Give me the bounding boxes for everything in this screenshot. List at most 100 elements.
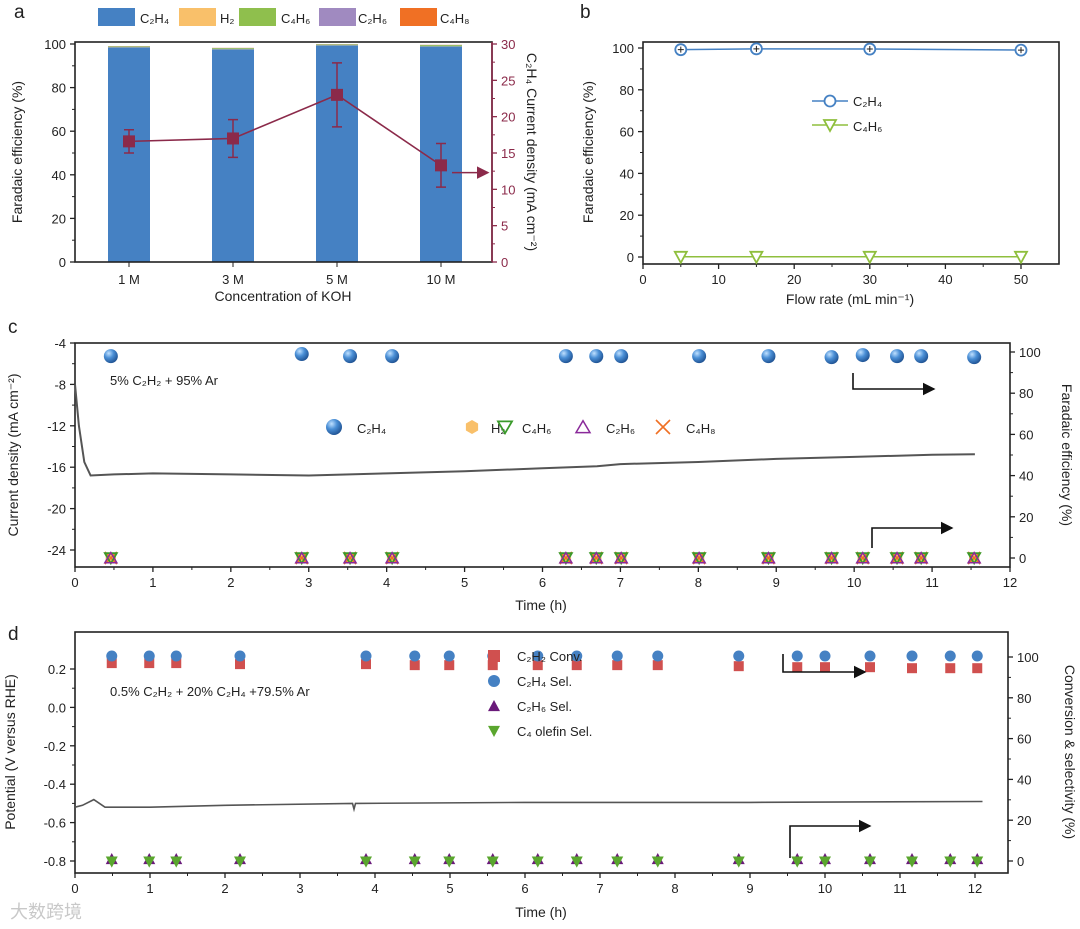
c4h6-point bbox=[748, 250, 764, 265]
c2h4-fe-point bbox=[294, 347, 309, 362]
c2h4-selectivity-point bbox=[360, 650, 372, 662]
c4-olefin-selectivity-point bbox=[570, 856, 583, 868]
y2-axis-label: Faradaic efficiency (%) bbox=[1059, 384, 1075, 526]
x-axis-label: Time (h) bbox=[515, 904, 567, 920]
legend-marker-sphere bbox=[326, 419, 342, 435]
x-tick-label: 1 bbox=[146, 881, 153, 896]
arrow-to-right-axis bbox=[782, 654, 867, 679]
x-tick-label: 0 bbox=[71, 575, 78, 590]
x-tick-label: 6 bbox=[521, 881, 528, 896]
legend-marker bbox=[822, 119, 838, 133]
legend-marker-tdo bbox=[496, 420, 514, 436]
y-tick-label: 20 bbox=[1017, 813, 1031, 828]
legend-swatch-c4h6 bbox=[239, 8, 276, 26]
legend-marker-circle bbox=[488, 675, 500, 687]
fe-point-tupo bbox=[558, 551, 574, 564]
y-tick-label: 20 bbox=[620, 208, 634, 223]
c2h2-conversion-point bbox=[171, 658, 182, 669]
c2h4-fe-point bbox=[692, 349, 707, 364]
c2h4-selectivity-point bbox=[971, 650, 983, 662]
c2h4-fe-point bbox=[914, 349, 929, 364]
legend-swatch-c2h4 bbox=[98, 8, 135, 26]
y-tick-label: 20 bbox=[501, 110, 515, 125]
error-bar bbox=[866, 46, 873, 53]
c4-olefin-selectivity-point bbox=[611, 856, 624, 868]
x-tick-label: 8 bbox=[695, 575, 702, 590]
y-tick-label: 100 bbox=[1019, 345, 1041, 360]
c2h4-selectivity-point bbox=[571, 650, 583, 662]
y-tick-label: 60 bbox=[1017, 732, 1031, 747]
c4-olefin-selectivity-point bbox=[944, 856, 957, 868]
arrow-to-right-axis bbox=[871, 521, 954, 548]
y-tick-label: 80 bbox=[620, 83, 634, 98]
fe-point-tupo bbox=[824, 551, 839, 564]
c2h2-conversion-point bbox=[652, 660, 663, 671]
c2h2-conversion-point bbox=[907, 663, 917, 674]
bar-segment-c4h6 bbox=[316, 44, 358, 46]
c4-olefin-selectivity-point bbox=[732, 856, 745, 868]
plot-frame-d bbox=[74, 631, 1009, 874]
x-tick-label: 4 bbox=[371, 881, 378, 896]
legend-swatch-c4h8 bbox=[400, 8, 437, 26]
current-density-trace bbox=[74, 384, 975, 477]
x-tick-label: 11 bbox=[925, 575, 939, 590]
fe-point-tupo bbox=[691, 551, 707, 564]
x-tick-label: 3 bbox=[296, 881, 303, 896]
c2h4-fe-point bbox=[343, 349, 358, 364]
y-tick-label: 0 bbox=[1017, 854, 1024, 869]
y-tick-label: 40 bbox=[52, 168, 66, 183]
fe-point-tupo bbox=[342, 551, 358, 564]
y-tick-label: 100 bbox=[612, 41, 634, 56]
y-tick-label: -0.8 bbox=[44, 854, 66, 869]
y-tick-label: -24 bbox=[47, 543, 66, 558]
c4-olefin-selectivity-point bbox=[360, 856, 372, 868]
c4-olefin-selectivity-point bbox=[971, 856, 984, 868]
y-tick-label: 0 bbox=[501, 255, 508, 270]
category-label: 1 M bbox=[118, 272, 140, 287]
y2-axis-label: C₂H₄ Current density (mA cm⁻²) bbox=[524, 53, 540, 251]
c2h4-selectivity-point bbox=[819, 650, 831, 662]
y-tick-label: -20 bbox=[47, 502, 66, 517]
current-density-point bbox=[227, 132, 239, 145]
x-tick-label: 30 bbox=[863, 272, 877, 287]
x-tick-label: 4 bbox=[383, 575, 390, 590]
x-tick-label: 0 bbox=[71, 881, 78, 896]
panel-label: b bbox=[580, 2, 591, 23]
c2h2-conversion-point bbox=[945, 663, 956, 674]
arrow-to-right-axis bbox=[789, 819, 872, 858]
y-tick-label: 60 bbox=[52, 124, 66, 139]
watermark-logo: 大数跨境 bbox=[10, 902, 82, 922]
c2h2-conversion-point bbox=[235, 659, 245, 670]
y2-axis-label: Conversion & selectivity (%) bbox=[1062, 665, 1078, 839]
legend-swatch-h2 bbox=[179, 8, 216, 26]
x-tick-label: 20 bbox=[787, 272, 801, 287]
c2h4-fe-point bbox=[761, 349, 776, 364]
bar-segment-c4h6 bbox=[108, 46, 150, 48]
c2h4-fe-point bbox=[855, 348, 870, 363]
c4h6-point bbox=[1013, 250, 1029, 265]
c2h4-fe-point bbox=[890, 349, 905, 364]
y-tick-label: 25 bbox=[501, 73, 515, 88]
x-tick-label: 2 bbox=[221, 881, 228, 896]
y-tick-label: 80 bbox=[1019, 386, 1033, 401]
c2h4-selectivity-point bbox=[409, 650, 421, 662]
legend-label: C₂H₄ Sel. bbox=[517, 674, 572, 689]
y-axis-label: Faradaic efficiency (%) bbox=[580, 81, 596, 223]
legend-label: C₄H₈ bbox=[686, 421, 715, 436]
c2h4-selectivity-point bbox=[733, 650, 745, 662]
c4-olefin-selectivity-point bbox=[143, 856, 156, 868]
c2h2-conversion-point bbox=[792, 662, 803, 673]
c2h4-fe-point bbox=[558, 349, 573, 364]
x-tick-label: 5 bbox=[446, 881, 453, 896]
x-tick-label: 7 bbox=[617, 575, 624, 590]
panel-label: c bbox=[8, 317, 18, 338]
series-line bbox=[680, 48, 1022, 51]
c2h2-conversion-point bbox=[733, 661, 744, 672]
error-bar bbox=[753, 45, 760, 52]
x-axis-label: Time (h) bbox=[515, 597, 567, 613]
c2h4-fe-point bbox=[103, 349, 118, 364]
c2h4-selectivity-point bbox=[234, 650, 246, 662]
c2h4-fe-point bbox=[824, 350, 839, 365]
y-tick-label: 30 bbox=[501, 37, 515, 52]
y-tick-label: 40 bbox=[1019, 469, 1033, 484]
